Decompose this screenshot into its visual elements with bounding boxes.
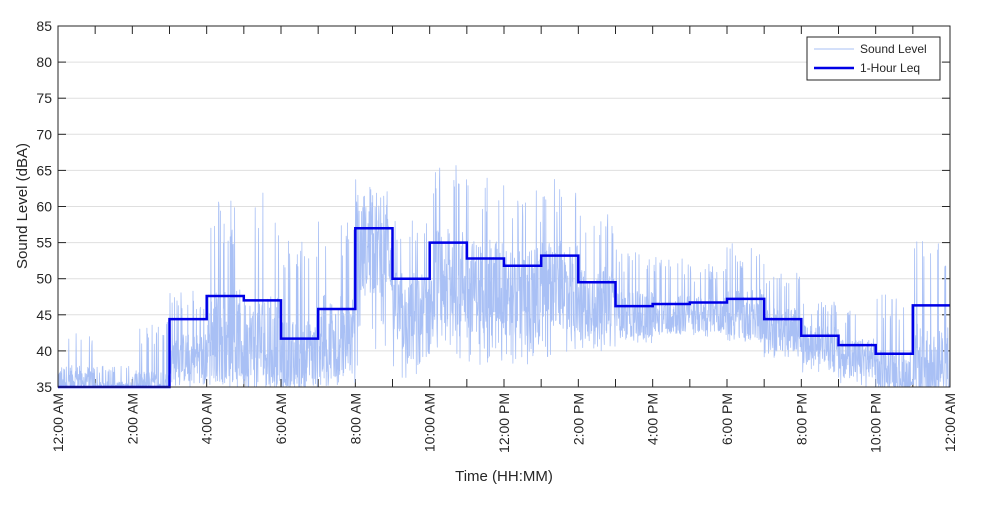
x-tick-label: 8:00 AM — [347, 393, 363, 444]
series-1-hour-leq — [58, 226, 950, 389]
y-tick-label: 65 — [36, 162, 52, 178]
x-tick-label: 12:00 AM — [50, 393, 66, 452]
x-tick-label: 6:00 PM — [719, 393, 735, 445]
y-tick-label: 35 — [36, 379, 52, 395]
x-tick-label: 10:00 AM — [422, 393, 438, 452]
x-tick-label: 2:00 AM — [124, 393, 140, 444]
y-tick-label: 55 — [36, 235, 52, 251]
x-tick-label: 4:00 AM — [199, 393, 215, 444]
sound-level-trace — [57, 165, 951, 388]
y-tick-label: 60 — [36, 199, 52, 215]
y-tick-label: 45 — [36, 307, 52, 323]
y-axis-label: Sound Level (dBA) — [14, 143, 31, 269]
y-tick-label: 40 — [36, 343, 52, 359]
x-tick-label: 8:00 PM — [793, 393, 809, 445]
y-tick-labels: 35 40 45 50 55 60 65 70 75 80 85 — [36, 18, 52, 395]
leq-step-line — [58, 226, 950, 389]
legend: Sound Level 1-Hour Leq — [806, 36, 941, 81]
x-tick-label: 4:00 PM — [645, 393, 661, 445]
plot-frame — [57, 25, 951, 388]
legend-box — [806, 36, 941, 81]
y-tick-label: 80 — [36, 54, 52, 70]
y-tick-label: 85 — [36, 18, 52, 34]
x-axis-label: Time (HH:MM) — [455, 468, 553, 485]
series-sound-level — [57, 165, 951, 388]
legend-label-sound-level: Sound Level — [860, 42, 927, 56]
y-tick-label: 70 — [36, 126, 52, 142]
x-tick-label: 12:00 PM — [496, 393, 512, 453]
x-tick-labels: 12:00 AM 2:00 AM 4:00 AM 6:00 AM 8:00 AM 10:0… — [50, 393, 958, 453]
y-tick-label: 75 — [36, 90, 52, 106]
x-tick-label: 12:00 AM — [942, 393, 958, 452]
legend-label-1-hour-leq: 1-Hour Leq — [860, 61, 920, 75]
x-tick-label: 10:00 PM — [868, 393, 884, 453]
y-tick-label: 50 — [36, 271, 52, 287]
x-tick-label: 2:00 PM — [570, 393, 586, 445]
x-tick-label: 6:00 AM — [273, 393, 289, 444]
